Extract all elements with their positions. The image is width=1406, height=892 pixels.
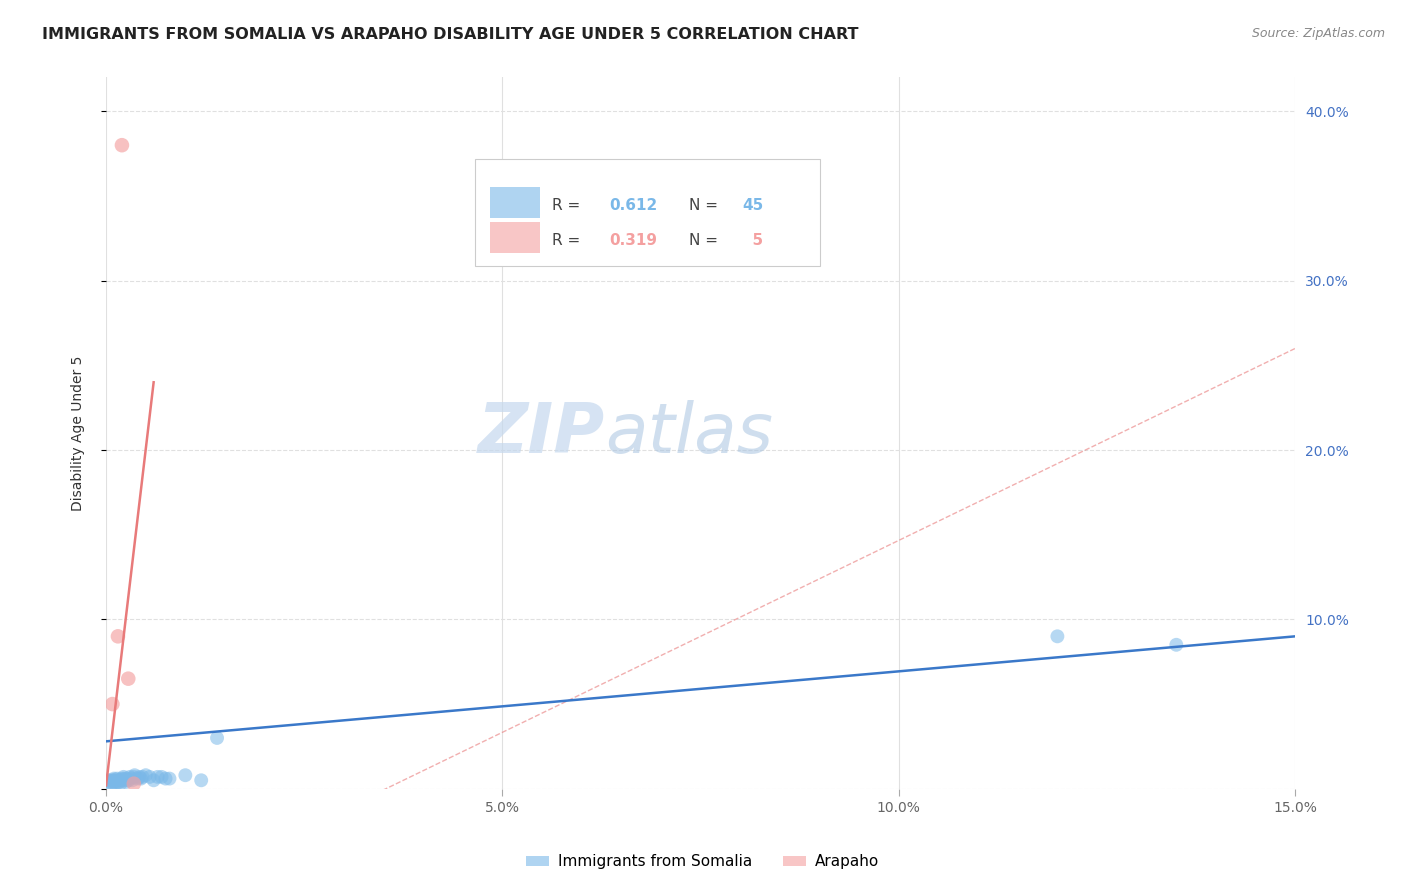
FancyBboxPatch shape (491, 187, 540, 219)
Point (115, 772, 138, 786)
Point (103, 775, 125, 789)
Point (138, 770, 160, 784)
Point (122, 777, 145, 791)
Point (129, 772, 152, 786)
Point (124, 768, 146, 782)
Point (120, 772, 142, 786)
Point (1046, 629, 1069, 643)
Text: IMMIGRANTS FROM SOMALIA VS ARAPAHO DISABILITY AGE UNDER 5 CORRELATION CHART: IMMIGRANTS FROM SOMALIA VS ARAPAHO DISAB… (42, 27, 859, 42)
Point (142, 773, 165, 788)
Point (111, 772, 134, 786)
Text: atlas: atlas (606, 400, 773, 467)
Text: 0.612: 0.612 (609, 198, 658, 213)
Point (104, 775, 127, 789)
Point (98, 773, 121, 788)
Point (174, 768, 197, 782)
Text: N =: N = (689, 198, 723, 213)
Text: ZIP: ZIP (478, 400, 606, 467)
Point (117, 672, 139, 686)
Point (118, 770, 141, 784)
Point (110, 777, 132, 791)
Point (107, 775, 129, 789)
Point (114, 773, 136, 788)
Point (108, 775, 131, 789)
Point (205, 731, 228, 745)
Y-axis label: Disability Age Under 5: Disability Age Under 5 (72, 355, 86, 511)
Point (101, 697, 124, 711)
FancyBboxPatch shape (491, 222, 540, 253)
FancyBboxPatch shape (475, 160, 820, 266)
Point (131, 770, 153, 784)
Point (103, 772, 125, 786)
Point (97, 775, 120, 789)
Text: 0.319: 0.319 (609, 233, 657, 248)
Point (135, 768, 157, 782)
Text: Source: ZipAtlas.com: Source: ZipAtlas.com (1251, 27, 1385, 40)
Point (122, 770, 145, 784)
Legend: Immigrants from Somalia, Arapaho: Immigrants from Somalia, Arapaho (520, 848, 886, 875)
Text: R =: R = (553, 233, 585, 248)
Point (127, 772, 149, 786)
Point (112, 770, 135, 784)
Point (128, 770, 150, 784)
Point (110, 773, 132, 788)
Point (155, 772, 177, 786)
Text: 45: 45 (742, 198, 763, 213)
Point (100, 775, 122, 789)
Text: R =: R = (553, 198, 585, 213)
Point (111, 138, 134, 153)
Point (105, 772, 128, 786)
Point (190, 773, 212, 788)
Point (107, 629, 129, 643)
Point (101, 773, 124, 788)
Point (115, 775, 138, 789)
Point (97, 773, 120, 788)
Point (103, 773, 125, 788)
Point (121, 773, 143, 788)
Point (112, 772, 135, 786)
Point (146, 770, 169, 784)
Point (159, 772, 181, 786)
Point (117, 773, 139, 788)
Point (1166, 638, 1188, 652)
Text: N =: N = (689, 233, 723, 248)
Point (107, 773, 129, 788)
Text: 5: 5 (742, 233, 763, 248)
Point (105, 773, 128, 788)
Point (150, 770, 173, 784)
Point (100, 777, 122, 791)
